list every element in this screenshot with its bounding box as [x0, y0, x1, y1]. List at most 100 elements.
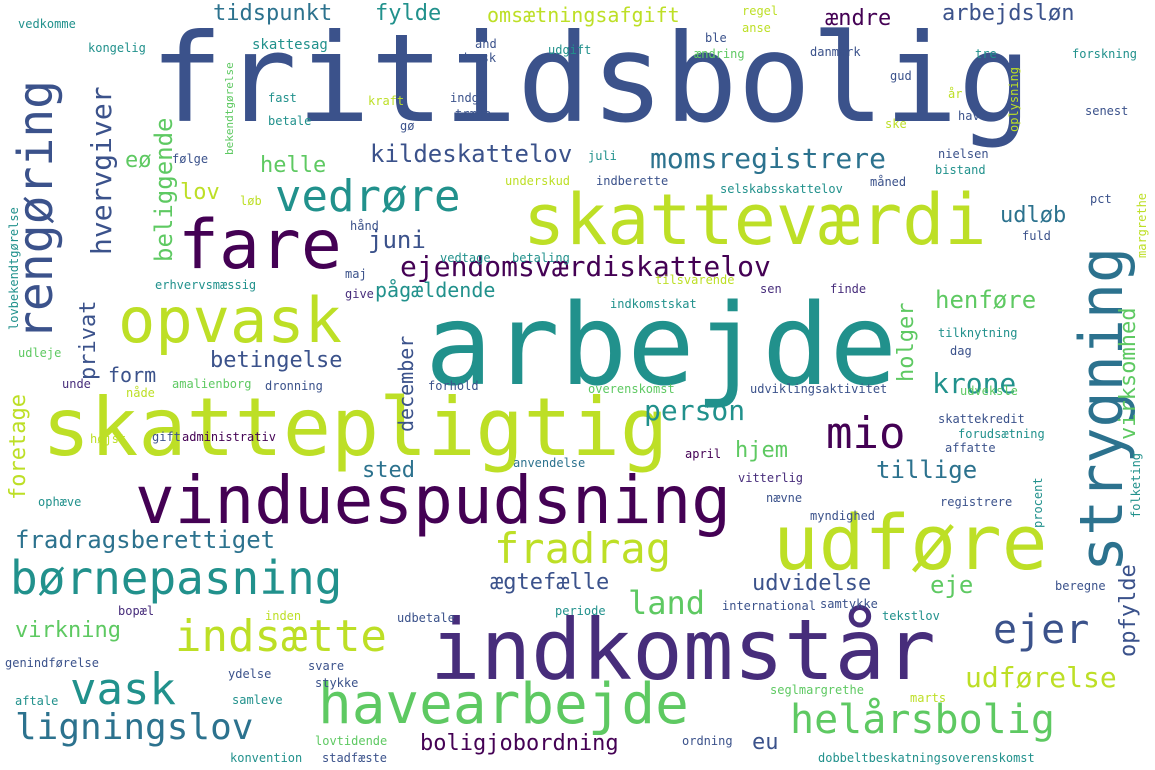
word: anse — [742, 21, 771, 35]
word: tidspunkt — [213, 1, 333, 26]
word: administrativ — [182, 430, 276, 444]
word: ændre — [825, 6, 892, 31]
word: indsætte — [175, 611, 387, 662]
word: ændring — [694, 47, 745, 61]
word: tillige — [876, 456, 978, 484]
word: danmark — [810, 45, 861, 59]
word: maj — [345, 267, 367, 281]
word: eu — [752, 730, 779, 755]
word: lov — [180, 180, 220, 205]
word: person — [644, 394, 746, 427]
word: momsregistrere — [650, 142, 887, 175]
word: vedtage — [440, 251, 491, 265]
word: juni — [368, 226, 426, 254]
word: gø — [400, 119, 415, 133]
word: arbejde — [425, 281, 898, 411]
word: unde — [62, 377, 91, 391]
word: eø — [125, 148, 152, 173]
word: stadfæste — [322, 751, 388, 765]
word: ordning — [682, 734, 733, 748]
word: ophæve — [38, 495, 82, 509]
word: ydelse — [228, 667, 272, 681]
word: udbetale — [397, 611, 455, 625]
word: ligningslov — [15, 707, 254, 748]
word: udgift — [548, 43, 592, 57]
word: helle — [260, 153, 327, 178]
word: fast — [268, 91, 297, 105]
word: vedrøre — [275, 171, 461, 222]
word: lovbekendtgørelse — [7, 207, 21, 330]
word: tilknytning — [938, 326, 1018, 340]
word: udløb — [1000, 203, 1067, 228]
word: nævne — [766, 491, 803, 505]
word: havearbejde — [318, 672, 689, 737]
word: betaling — [512, 251, 570, 265]
word: gift — [152, 430, 181, 444]
word: ejendomsværdiskattelov — [400, 250, 771, 283]
word: opvask — [118, 284, 342, 357]
word: myndighed — [810, 509, 876, 523]
word: udvidelse — [752, 571, 872, 596]
word: forskning — [1072, 47, 1138, 61]
word: privat — [76, 300, 101, 380]
word: procent — [1031, 477, 1045, 528]
word: udveksle — [960, 384, 1018, 398]
word: bekendtgørelse — [223, 62, 236, 155]
word: dronning — [265, 379, 323, 393]
word: betingelse — [210, 348, 343, 373]
word: udleje — [18, 346, 62, 360]
word: genindførelse — [5, 656, 99, 670]
word: stykke — [315, 676, 359, 690]
word: april — [685, 447, 722, 461]
word: forudsætning — [958, 427, 1045, 441]
word: ble — [705, 31, 727, 45]
word: kongelig — [88, 41, 146, 55]
word: dobbeltbeskatningsoverenskomst — [818, 751, 1035, 765]
word: bistand — [935, 163, 986, 177]
word: vitterlig — [738, 471, 804, 485]
word: beliggende — [150, 117, 178, 263]
word: ejer — [993, 607, 1090, 653]
word: fritidsbolig — [150, 8, 1032, 150]
word: år — [948, 87, 963, 101]
word: mio — [826, 408, 906, 459]
word: virkning — [15, 618, 121, 643]
word: hjem — [735, 438, 788, 463]
word: nielsen — [938, 147, 989, 161]
word: udføre — [773, 498, 1048, 587]
word: give — [345, 287, 374, 301]
word: periode — [555, 604, 606, 618]
word: regel — [742, 4, 779, 18]
word: arbejdsløn — [942, 1, 1075, 26]
word: erhvervsmæssig — [155, 278, 257, 292]
word: indberette — [596, 174, 669, 188]
word: bopæl — [118, 604, 155, 618]
word: henføre — [935, 286, 1037, 314]
word: ske — [885, 117, 907, 131]
word: vinduespudsning — [135, 462, 732, 539]
word: overenskomst — [588, 382, 675, 396]
word: konvention — [230, 751, 303, 765]
word: træde — [455, 107, 492, 121]
word: fylde — [375, 1, 442, 26]
word: oplysning — [1007, 66, 1021, 132]
word: højst — [90, 432, 127, 446]
word: skattesag — [252, 37, 328, 53]
word: beregne — [1055, 579, 1106, 593]
word: vedkomme — [18, 17, 76, 31]
word: hvervgiver — [85, 86, 118, 255]
word: dag — [950, 344, 972, 358]
word: sen — [760, 282, 782, 296]
word: indgå — [450, 91, 487, 105]
word: skatteværdi — [523, 179, 987, 261]
word: aftale — [15, 694, 59, 708]
word: fuld — [1022, 229, 1051, 243]
word: marts — [910, 691, 947, 705]
word: eje — [930, 571, 974, 599]
word: international — [722, 599, 816, 613]
word: betale — [268, 114, 312, 128]
word: margrethe — [1135, 192, 1149, 258]
word: form — [108, 363, 157, 387]
word: registrere — [940, 495, 1013, 509]
